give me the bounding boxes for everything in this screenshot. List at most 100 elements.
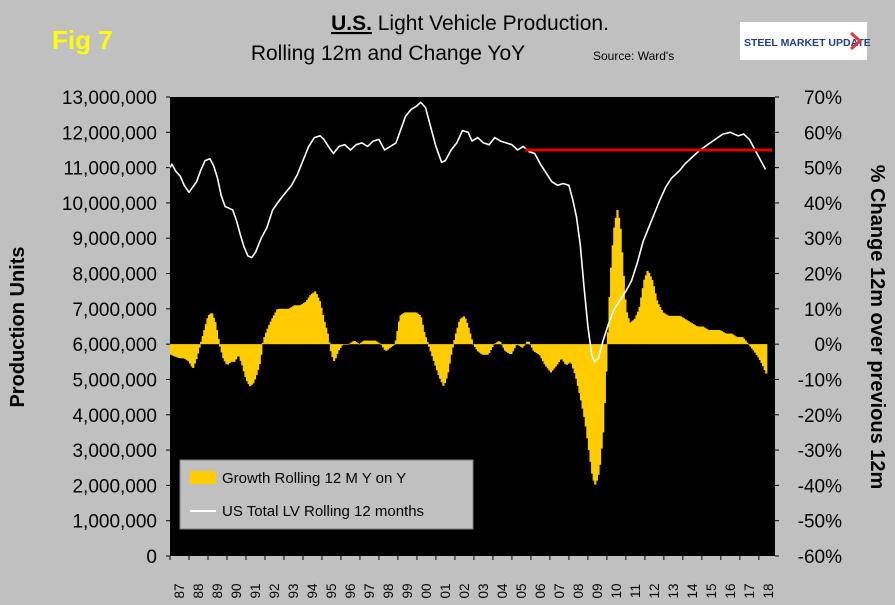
rolling-series	[169, 101, 767, 363]
growth-bar	[301, 303, 304, 345]
growth-bar	[526, 341, 529, 345]
x-tick-label: 98	[381, 583, 396, 598]
growth-bar	[477, 344, 480, 352]
right-tick-label: 40%	[804, 194, 842, 215]
growth-bar	[464, 318, 467, 345]
growth-bar	[412, 312, 415, 345]
growth-bar	[576, 344, 579, 386]
growth-bar	[735, 336, 738, 345]
growth-bar	[443, 344, 447, 383]
growth-bar	[269, 321, 272, 345]
growth-bar	[504, 344, 507, 351]
growth-series	[170, 209, 768, 485]
growth-bar	[697, 326, 700, 345]
growth-bar	[409, 312, 412, 345]
growth-bar	[676, 315, 679, 345]
growth-bar	[738, 337, 741, 345]
growth-bar	[586, 344, 589, 439]
growth-bar	[182, 344, 185, 359]
growth-bar	[283, 308, 287, 345]
growth-bar	[527, 341, 530, 345]
growth-bar	[440, 344, 443, 383]
growth-bar	[375, 341, 378, 345]
growth-bar	[462, 316, 466, 345]
growth-bar	[635, 315, 638, 345]
growth-bar	[466, 322, 469, 345]
x-tick-label: 15	[704, 583, 719, 598]
growth-bar	[347, 344, 350, 345]
growth-bar	[701, 326, 705, 345]
growth-bar	[657, 304, 660, 345]
growth-bar	[434, 344, 437, 366]
growth-bar	[277, 308, 280, 345]
x-tick-label: 18	[761, 583, 776, 598]
growth-bar	[355, 342, 358, 345]
growth-bar	[220, 344, 223, 353]
growth-bar	[203, 330, 206, 345]
growth-bar	[413, 312, 416, 345]
growth-bar	[510, 344, 513, 355]
x-tick-label: 92	[267, 583, 282, 598]
growth-bar	[388, 344, 391, 349]
growth-bar	[681, 317, 684, 345]
growth-bar	[652, 286, 655, 345]
left-tick-label: 5,000,000	[72, 370, 157, 391]
growth-bar	[257, 344, 260, 371]
growth-bar	[741, 337, 744, 345]
growth-bar	[432, 344, 435, 361]
growth-bar	[318, 301, 321, 345]
x-tick-label: 95	[324, 583, 339, 598]
x-tick-label: 14	[685, 583, 700, 599]
growth-bar	[709, 330, 712, 345]
growth-bar	[654, 293, 657, 345]
left-tick-label: 9,000,000	[72, 229, 157, 250]
left-tick-label: 10,000,000	[62, 194, 157, 215]
growth-bar	[714, 330, 717, 345]
growth-bar	[391, 344, 394, 347]
chart-subtitle: Rolling 12m and Change YoY	[251, 42, 525, 65]
growth-bar	[244, 344, 247, 378]
growth-bar	[481, 344, 485, 355]
growth-bar	[682, 318, 686, 345]
growth-bar	[755, 344, 758, 355]
growth-bar	[752, 344, 755, 351]
growth-bar	[587, 344, 591, 451]
growth-bar	[619, 228, 622, 345]
growth-bar	[502, 344, 505, 348]
growth-bar	[333, 344, 336, 362]
growth-bar	[193, 344, 196, 364]
growth-bar	[407, 312, 410, 345]
growth-bar	[758, 344, 762, 361]
right-tick-label: 70%	[804, 88, 842, 109]
growth-bar	[339, 344, 342, 348]
growth-bar	[602, 344, 605, 433]
growth-bar	[725, 333, 728, 345]
growth-bar	[299, 304, 302, 345]
growth-bar	[176, 344, 179, 358]
growth-bar	[578, 344, 581, 393]
growth-bar	[393, 344, 396, 345]
left-tick-label: 6,000,000	[72, 335, 157, 356]
left-tick-label: 13,000,000	[62, 88, 157, 109]
growth-bar	[579, 344, 583, 401]
growth-bar	[306, 299, 309, 345]
growth-bar	[614, 217, 617, 345]
growth-bar	[296, 305, 299, 345]
growth-bar	[263, 337, 266, 345]
x-tick-label: 99	[400, 583, 415, 598]
growth-bar	[249, 344, 252, 387]
growth-bar	[276, 309, 279, 345]
growth-bar	[489, 344, 492, 351]
growth-bar	[703, 327, 706, 345]
x-tick-label: 13	[666, 583, 681, 598]
x-tick-label: 10	[609, 583, 624, 598]
growth-bar	[467, 327, 470, 345]
growth-bar	[356, 343, 359, 345]
growth-bar	[581, 344, 584, 409]
growth-bar	[340, 344, 344, 346]
growth-bar	[757, 344, 760, 358]
title-rest: Light Vehicle Production.	[372, 12, 609, 35]
growth-bar	[196, 344, 200, 354]
growth-bar	[334, 344, 337, 359]
right-tick-label: 10%	[804, 300, 842, 321]
